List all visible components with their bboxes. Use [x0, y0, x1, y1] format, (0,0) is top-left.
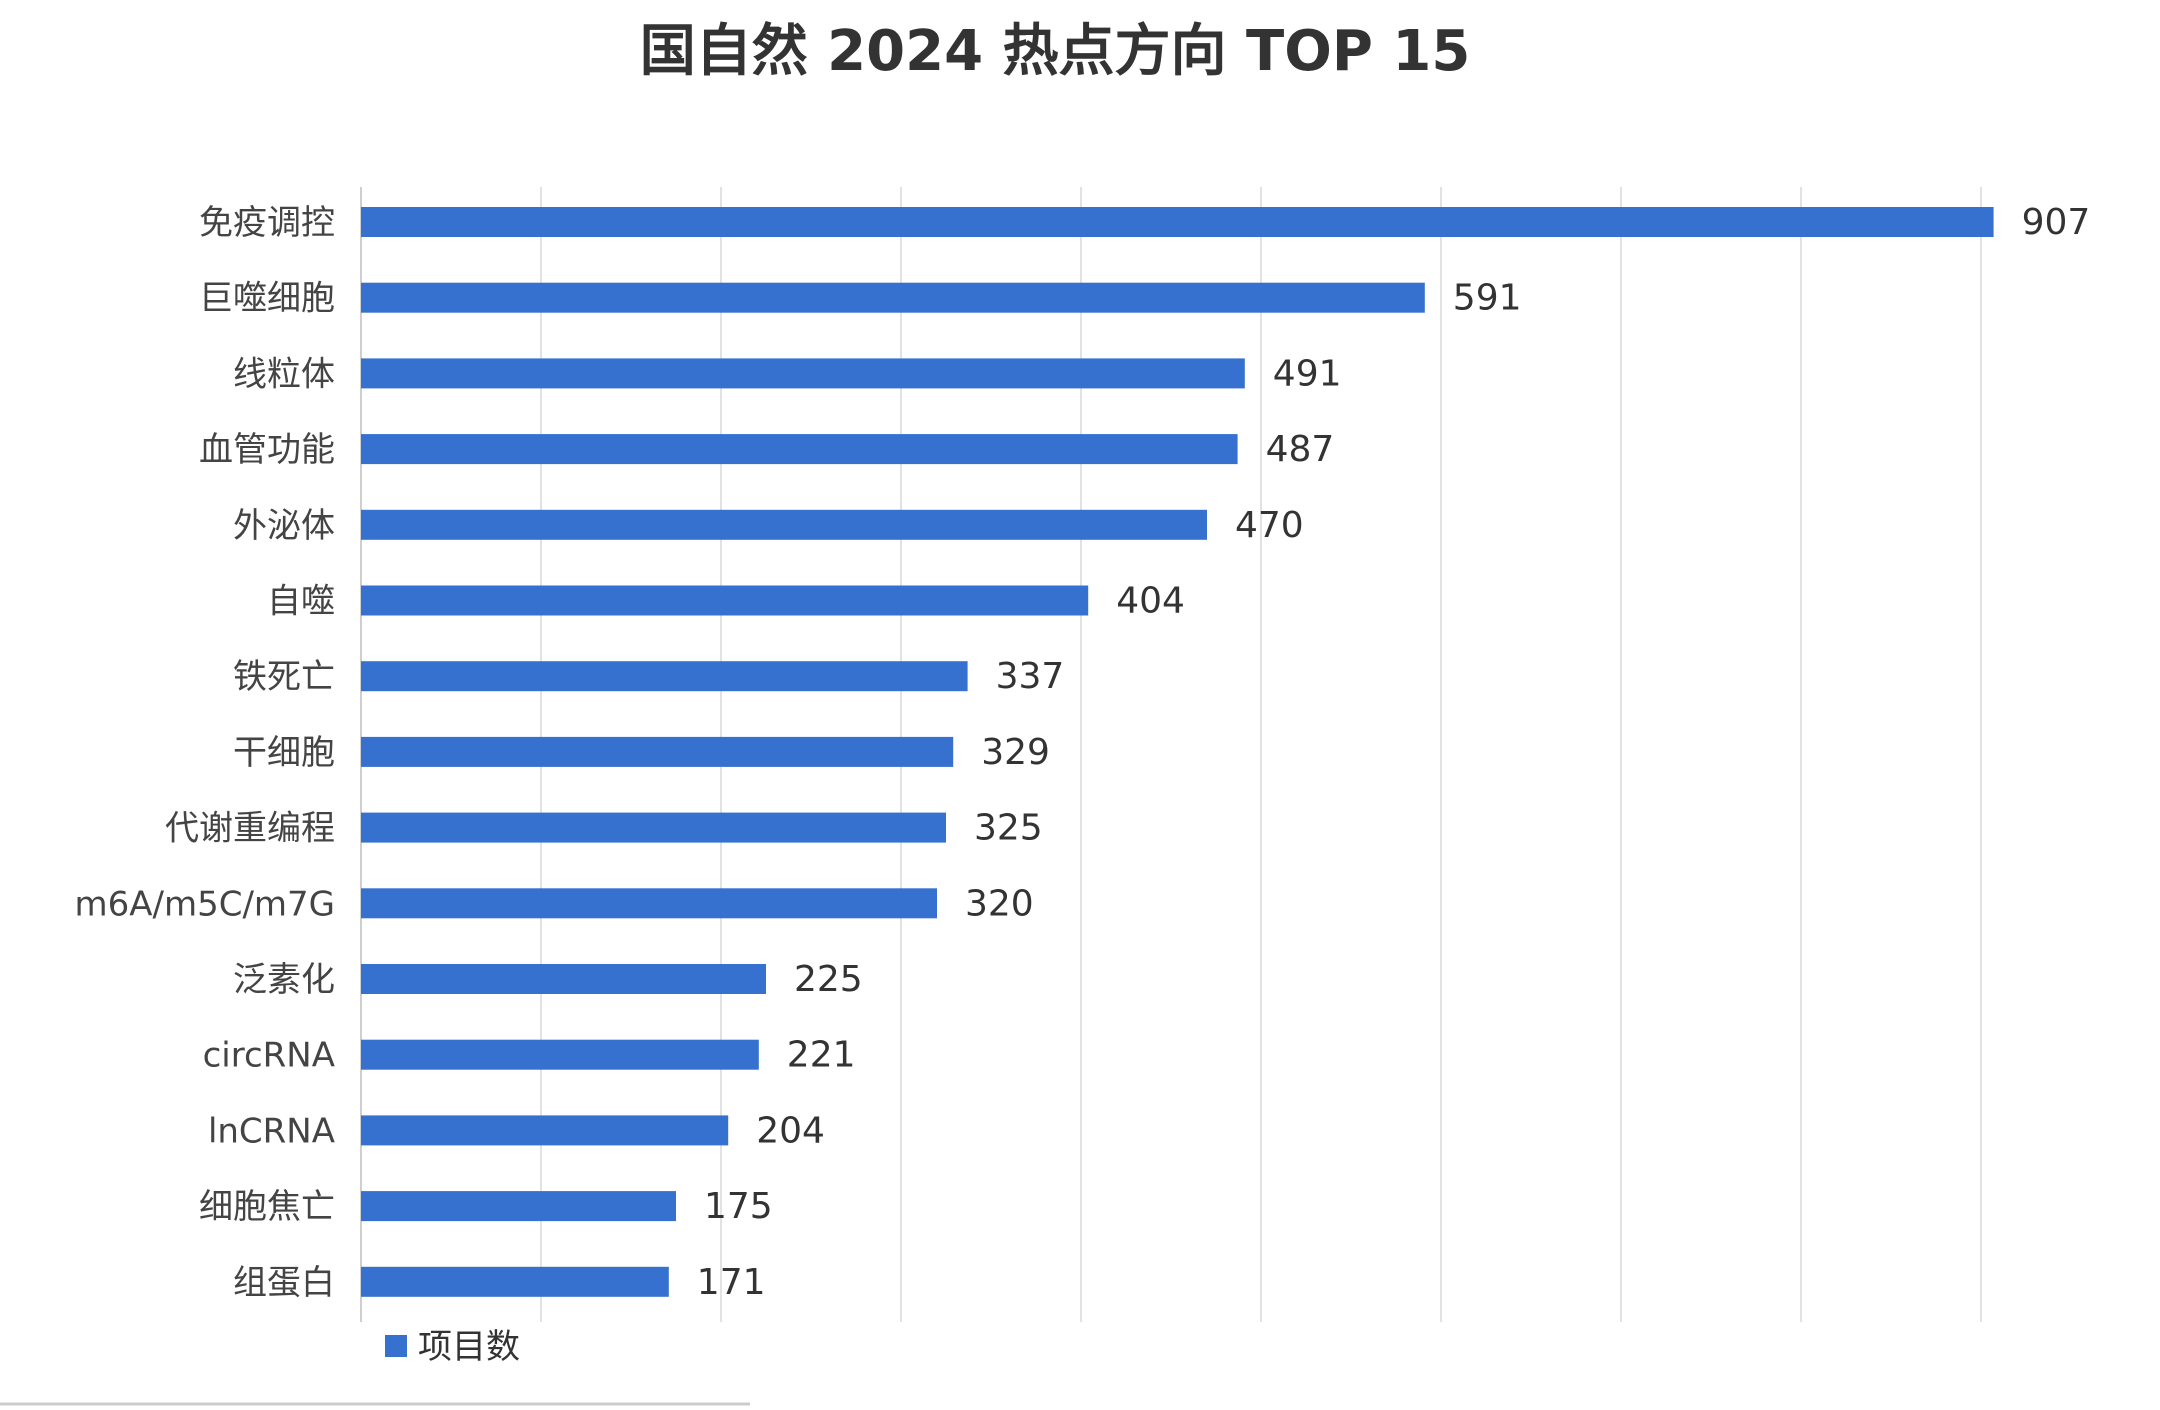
data-label: 225 [794, 959, 863, 1000]
bar [361, 509, 1207, 540]
category-label: 细胞焦亡 [199, 1187, 335, 1227]
bar [361, 1266, 669, 1297]
chart-title: 国自然 2024 热点方向 TOP 15 [640, 19, 1471, 84]
bar [361, 1115, 729, 1146]
category-label: 铁死亡 [233, 657, 335, 697]
data-label: 325 [974, 808, 1043, 849]
category-label: 外泌体 [233, 506, 335, 546]
bar [361, 207, 1994, 237]
category-label: circRNA [203, 1036, 335, 1076]
bar [361, 434, 1238, 465]
legend-label: 项目数 [418, 1327, 520, 1367]
data-label: 470 [1235, 505, 1304, 546]
bar [361, 964, 766, 994]
data-label: 221 [787, 1035, 856, 1076]
data-label: 491 [1273, 353, 1342, 394]
bar [361, 1191, 676, 1222]
category-label: 组蛋白 [233, 1263, 335, 1303]
category-label: m6A/m5C/m7G [74, 884, 335, 924]
category-label: 泛素化 [233, 960, 335, 1000]
data-label: 404 [1116, 581, 1185, 622]
legend: 项目数 [385, 1327, 520, 1367]
category-label: 干细胞 [233, 733, 335, 773]
category-label: 巨噬细胞 [199, 279, 335, 319]
category-label: 自噬 [267, 582, 335, 622]
bar [361, 282, 1425, 313]
category-label: 免疫调控 [199, 203, 335, 243]
legend-swatch [385, 1335, 407, 1357]
data-label: 175 [704, 1186, 773, 1227]
bar [361, 812, 946, 843]
data-label: 320 [965, 883, 1034, 924]
bar [361, 888, 937, 919]
data-label: 171 [697, 1262, 766, 1303]
data-label: 204 [756, 1110, 825, 1151]
data-label: 337 [996, 656, 1065, 697]
category-label: lnCRNA [208, 1111, 335, 1151]
bar [361, 1039, 759, 1070]
data-label: 907 [2022, 202, 2091, 243]
bars: 免疫调控 907 巨噬细胞 591 线粒体 491 血管功能 487 外泌体 470 自噬 404 铁死… [74, 202, 2090, 1303]
bar [361, 661, 968, 692]
bar [361, 358, 1245, 389]
data-label: 487 [1266, 429, 1335, 470]
category-label: 代谢重编程 [165, 809, 335, 849]
bar [361, 585, 1089, 616]
data-label: 591 [1453, 278, 1522, 319]
data-label: 329 [981, 732, 1050, 773]
bar [361, 736, 954, 767]
category-label: 线粒体 [233, 354, 335, 394]
category-label: 血管功能 [199, 430, 335, 470]
